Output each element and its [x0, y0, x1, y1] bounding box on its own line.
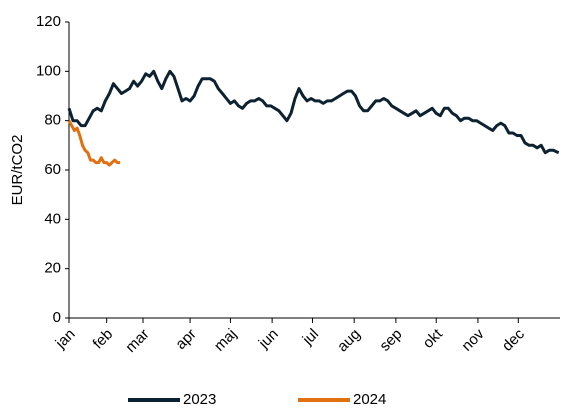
- legend-label: 2023: [183, 391, 216, 408]
- series-line: [67, 119, 121, 167]
- x-tick-label: mar: [122, 326, 152, 356]
- y-tick-label: 80: [44, 112, 61, 129]
- x-tick-label: jan: [52, 326, 79, 353]
- y-axis-label: EUR/tCO2: [9, 135, 26, 206]
- x-tick-label: jul: [299, 326, 322, 349]
- y-tick-label: 100: [36, 62, 61, 79]
- x-tick-label: maj: [211, 326, 240, 355]
- y-tick-label: 60: [44, 161, 61, 178]
- x-tick-label: sep: [376, 326, 405, 355]
- series-line: [67, 69, 560, 155]
- y-tick-label: 0: [53, 309, 61, 326]
- x-tick-label: okt: [420, 325, 447, 352]
- legend-label: 2024: [353, 391, 386, 408]
- x-tick-label: apr: [172, 326, 199, 353]
- y-tick-label: 20: [44, 260, 61, 277]
- x-tick-label: jun: [255, 326, 282, 353]
- y-tick-label: 120: [36, 13, 61, 30]
- x-tick-label: feb: [90, 326, 117, 353]
- x-tick-label: aug: [334, 326, 364, 356]
- x-tick-label: dec: [499, 325, 528, 354]
- y-tick-label: 40: [44, 210, 61, 227]
- x-tick-label: nov: [458, 325, 487, 354]
